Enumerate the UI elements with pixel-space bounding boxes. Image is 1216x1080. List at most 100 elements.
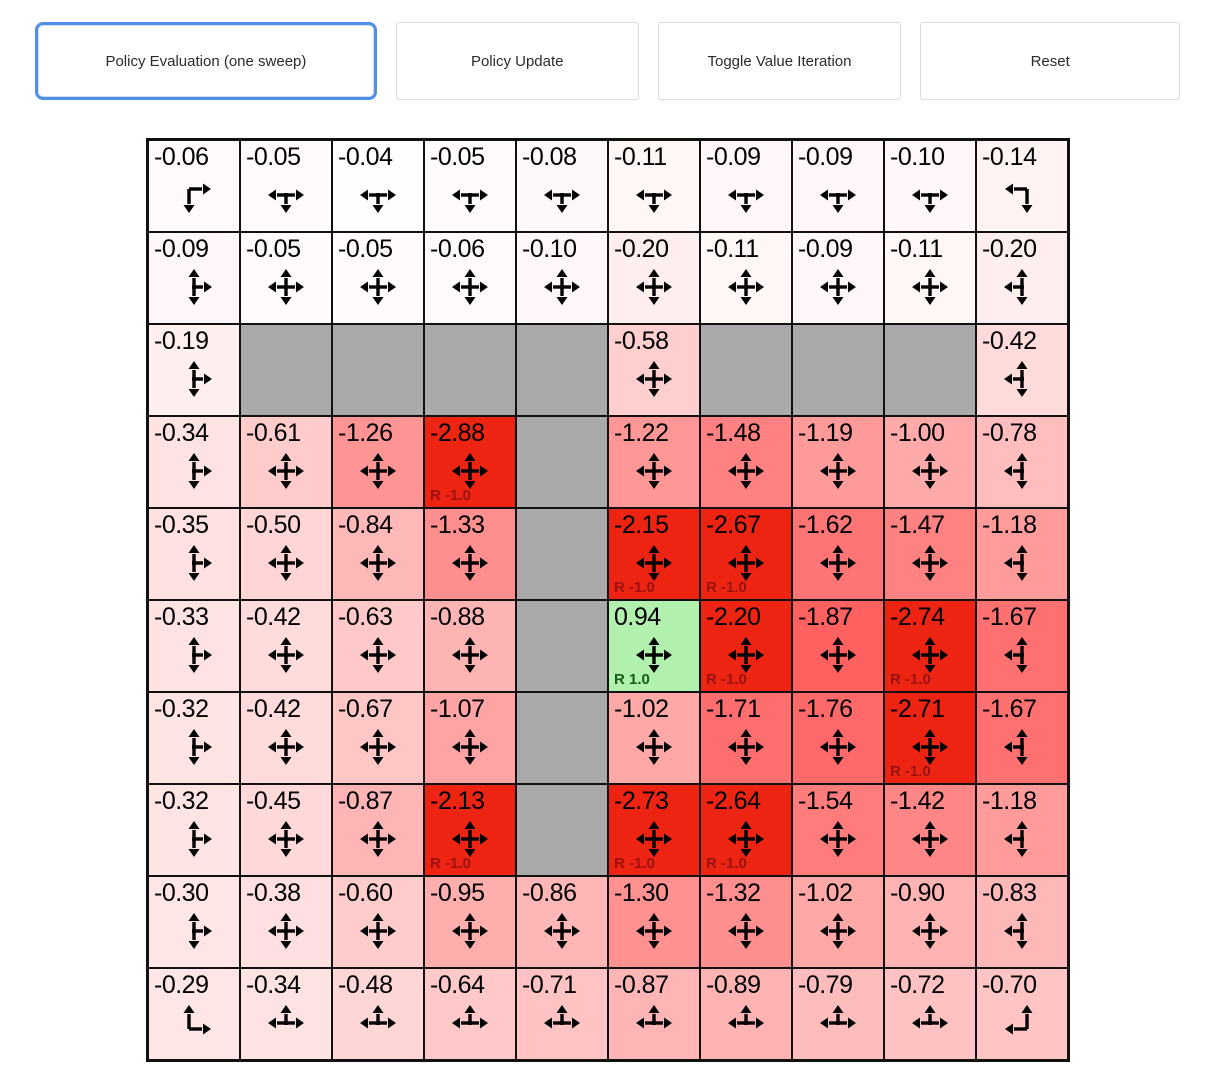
grid-cell: -2.15 R -1.0 — [608, 508, 700, 600]
policy-arrows-icon — [634, 911, 674, 956]
policy-arrows-icon — [450, 911, 490, 956]
grid-cell: -0.78 — [976, 416, 1068, 508]
cell-value: -0.05 — [338, 235, 393, 263]
policy-arrows-icon — [1002, 1003, 1042, 1048]
cell-value: -1.62 — [798, 511, 853, 539]
cell-value: -1.32 — [706, 879, 761, 907]
wall-cell — [884, 324, 976, 416]
policy-arrows-icon — [174, 727, 214, 772]
grid-cell: -0.88 — [424, 600, 516, 692]
reward-label: R -1.0 — [430, 487, 471, 504]
grid-cell: -0.70 — [976, 968, 1068, 1060]
cell-value: -0.33 — [154, 603, 209, 631]
policy-arrows-icon — [818, 635, 858, 680]
cell-value: -0.78 — [982, 419, 1037, 447]
reward-label: R -1.0 — [614, 579, 655, 596]
cell-value: -2.15 — [614, 511, 669, 539]
policy-arrows-icon — [818, 1003, 858, 1048]
reward-label: R -1.0 — [890, 763, 931, 780]
grid-cell: -1.71 — [700, 692, 792, 784]
cell-value: -1.18 — [982, 511, 1037, 539]
cell-value: -0.32 — [154, 695, 209, 723]
cell-value: -0.64 — [430, 971, 485, 999]
cell-value: -0.10 — [522, 235, 577, 263]
grid-cell: -0.71 — [516, 968, 608, 1060]
policy-arrows-icon — [450, 267, 490, 312]
cell-value: -0.48 — [338, 971, 393, 999]
reset-button[interactable]: Reset — [920, 22, 1180, 100]
grid-cell: -0.19 — [148, 324, 240, 416]
policy-arrows-icon — [358, 911, 398, 956]
cell-value: -0.67 — [338, 695, 393, 723]
policy-arrows-icon — [910, 635, 950, 680]
policy-arrows-icon — [726, 543, 766, 588]
grid-cell: -0.61 — [240, 416, 332, 508]
cell-value: -0.70 — [982, 971, 1037, 999]
grid-cell: -0.60 — [332, 876, 424, 968]
policy-arrows-icon — [266, 911, 306, 956]
wall-cell — [516, 416, 608, 508]
policy-arrows-icon — [450, 1003, 490, 1048]
cell-value: -0.11 — [614, 143, 667, 171]
policy-arrows-icon — [266, 175, 306, 220]
cell-value: -2.74 — [890, 603, 945, 631]
cell-value: 0.94 — [614, 603, 661, 631]
policy-arrows-icon — [174, 543, 214, 588]
grid-cell: -1.76 — [792, 692, 884, 784]
cell-value: -1.18 — [982, 787, 1037, 815]
reward-label: R -1.0 — [890, 671, 931, 688]
policy-evaluation-button[interactable]: Policy Evaluation (one sweep) — [35, 22, 377, 100]
grid-cell: -0.72 — [884, 968, 976, 1060]
cell-value: -0.86 — [522, 879, 577, 907]
cell-value: -0.14 — [982, 143, 1037, 171]
policy-arrows-icon — [634, 175, 674, 220]
policy-arrows-icon — [450, 543, 490, 588]
policy-arrows-icon — [266, 819, 306, 864]
cell-value: -0.09 — [798, 235, 853, 263]
policy-update-button[interactable]: Policy Update — [395, 22, 639, 100]
policy-arrows-icon — [450, 635, 490, 680]
policy-arrows-icon — [910, 267, 950, 312]
cell-value: -0.42 — [246, 603, 301, 631]
policy-arrows-icon — [634, 451, 674, 496]
grid-cell: -2.88 R -1.0 — [424, 416, 516, 508]
policy-arrows-icon — [174, 359, 214, 404]
policy-arrows-icon — [358, 635, 398, 680]
grid-cell: -0.09 — [792, 140, 884, 232]
grid-cell: -0.06 — [148, 140, 240, 232]
policy-arrows-icon — [726, 267, 766, 312]
grid-cell: -0.35 — [148, 508, 240, 600]
cell-value: -2.13 — [430, 787, 485, 815]
grid-cell: -0.06 — [424, 232, 516, 324]
policy-arrows-icon — [1002, 543, 1042, 588]
grid-cell: -1.02 — [608, 692, 700, 784]
grid-cell: -2.67 R -1.0 — [700, 508, 792, 600]
grid-cell: -0.29 — [148, 968, 240, 1060]
cell-value: -2.71 — [890, 695, 945, 723]
cell-value: -0.71 — [522, 971, 577, 999]
policy-arrows-icon — [542, 175, 582, 220]
toolbar: Policy Evaluation (one sweep) Policy Upd… — [0, 0, 1216, 100]
wall-cell — [516, 784, 608, 876]
grid-cell: -0.42 — [240, 600, 332, 692]
cell-value: -0.60 — [338, 879, 393, 907]
toggle-value-iteration-button[interactable]: Toggle Value Iteration — [657, 22, 902, 100]
grid-cell: -0.08 — [516, 140, 608, 232]
policy-arrows-icon — [726, 819, 766, 864]
cell-value: -0.06 — [430, 235, 485, 263]
cell-value: -0.42 — [246, 695, 301, 723]
cell-value: -2.73 — [614, 787, 669, 815]
grid-cell: -0.87 — [608, 968, 700, 1060]
policy-arrows-icon — [818, 543, 858, 588]
policy-arrows-icon — [910, 727, 950, 772]
cell-value: -1.47 — [890, 511, 945, 539]
policy-arrows-icon — [1002, 911, 1042, 956]
grid-cell: -0.09 — [792, 232, 884, 324]
cell-value: -0.95 — [430, 879, 485, 907]
cell-value: -0.34 — [246, 971, 301, 999]
grid-cell: -1.54 — [792, 784, 884, 876]
grid-cell: -0.05 — [332, 232, 424, 324]
grid-cell: -0.20 — [976, 232, 1068, 324]
cell-value: -0.04 — [338, 143, 393, 171]
